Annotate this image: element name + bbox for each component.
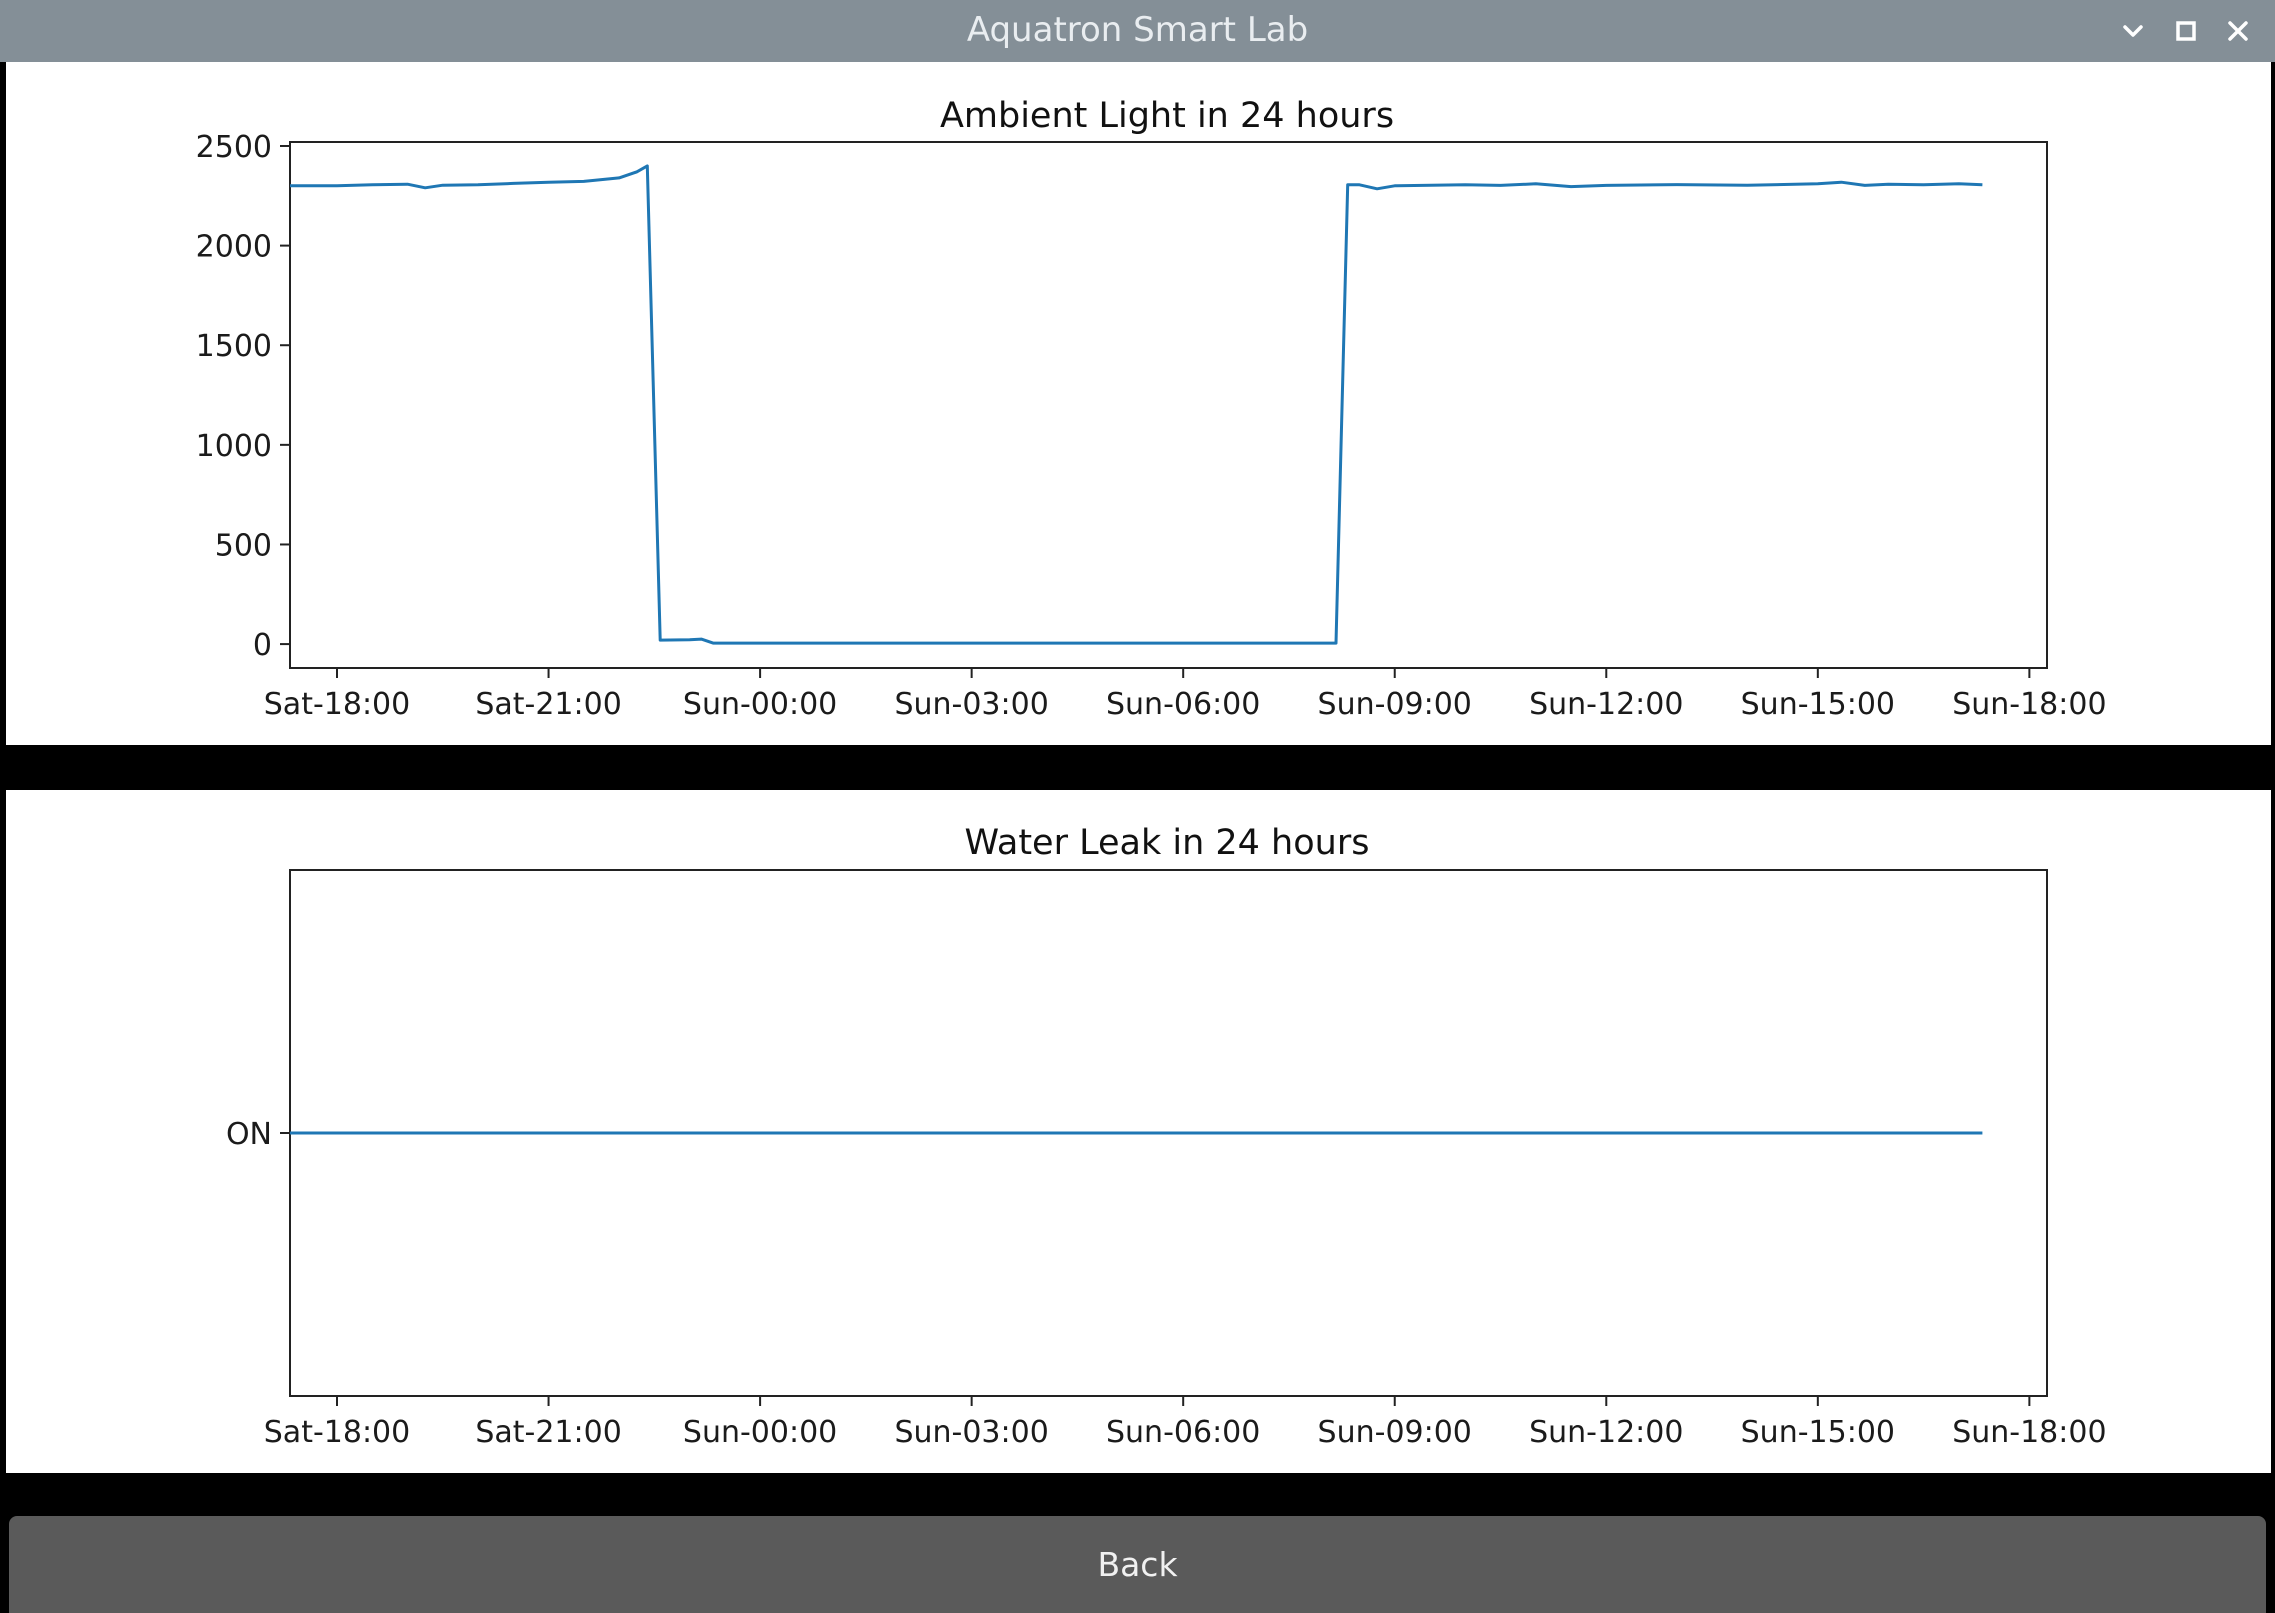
x-tick-label: Sun-00:00 <box>683 1415 837 1450</box>
square-icon <box>2176 21 2196 41</box>
x-tick-label: Sun-18:00 <box>1952 1415 2106 1450</box>
ambient-light-chart: Ambient Light in 24 hours Sat-18:00 Sat-2… <box>196 96 2107 722</box>
close-button[interactable] <box>2219 12 2257 50</box>
water-leak-chart-panel: Water Leak in 24 hours Sat-18:00 Sat-21:0… <box>6 790 2271 1473</box>
back-button-label: Back <box>1097 1545 1178 1584</box>
window-titlebar: Aquatron Smart Lab <box>0 0 2275 62</box>
x-tick-label: Sun-00:00 <box>683 687 837 722</box>
x-tick-label: Sat-18:00 <box>264 1415 410 1450</box>
chevron-down-icon <box>2123 25 2143 37</box>
y-tick-label: 500 <box>215 528 272 563</box>
x-tick-label: Sat-21:00 <box>475 687 621 722</box>
y-tick-label: 0 <box>253 628 272 663</box>
x-tick-label: Sat-18:00 <box>264 687 410 722</box>
x-tick-label: Sun-03:00 <box>894 687 1048 722</box>
maximize-button[interactable] <box>2167 12 2205 50</box>
plot-frame <box>289 141 2048 669</box>
water-leak-chart: Water Leak in 24 hours Sat-18:00 Sat-21:0… <box>226 823 2107 1450</box>
x-tick-label: Sat-21:00 <box>475 1415 621 1450</box>
x-tick-label: Sun-09:00 <box>1318 687 1472 722</box>
y-tick-label: ON <box>226 1117 272 1152</box>
x-tick-label: Sun-15:00 <box>1741 1415 1895 1450</box>
x-tick-label: Sun-15:00 <box>1741 687 1895 722</box>
close-icon <box>2228 21 2248 41</box>
y-tick-label: 1000 <box>196 429 272 464</box>
x-tick-label: Sun-06:00 <box>1106 687 1260 722</box>
chart-marks: Sat-18:00 Sat-21:00 Sun-00:00 Sun-03:00 Sun-… <box>196 130 2107 722</box>
x-tick-label: Sun-06:00 <box>1106 1415 1260 1450</box>
chart-title: Ambient Light in 24 hours <box>940 96 1394 136</box>
y-tick-label: 2500 <box>196 130 272 165</box>
x-tick-label: Sun-12:00 <box>1529 687 1683 722</box>
x-tick-label: Sun-18:00 <box>1952 687 2106 722</box>
back-button[interactable]: Back <box>9 1516 2266 1613</box>
x-tick-label: Sun-03:00 <box>894 1415 1048 1450</box>
ambient-light-chart-panel: Ambient Light in 24 hours Sat-18:00 Sat-2… <box>6 62 2271 745</box>
chart-marks: Sat-18:00 Sat-21:00 Sun-00:00 Sun-03:00 Sun-… <box>226 1117 2107 1450</box>
window-title: Aquatron Smart Lab <box>966 10 1309 50</box>
y-tick-label: 2000 <box>196 230 272 265</box>
series-line <box>290 164 1983 645</box>
y-tick-label: 1500 <box>196 329 272 364</box>
x-tick-label: Sun-12:00 <box>1529 1415 1683 1450</box>
minimize-button[interactable] <box>2114 12 2152 50</box>
chart-title: Water Leak in 24 hours <box>965 823 1370 863</box>
x-tick-label: Sun-09:00 <box>1318 1415 1472 1450</box>
